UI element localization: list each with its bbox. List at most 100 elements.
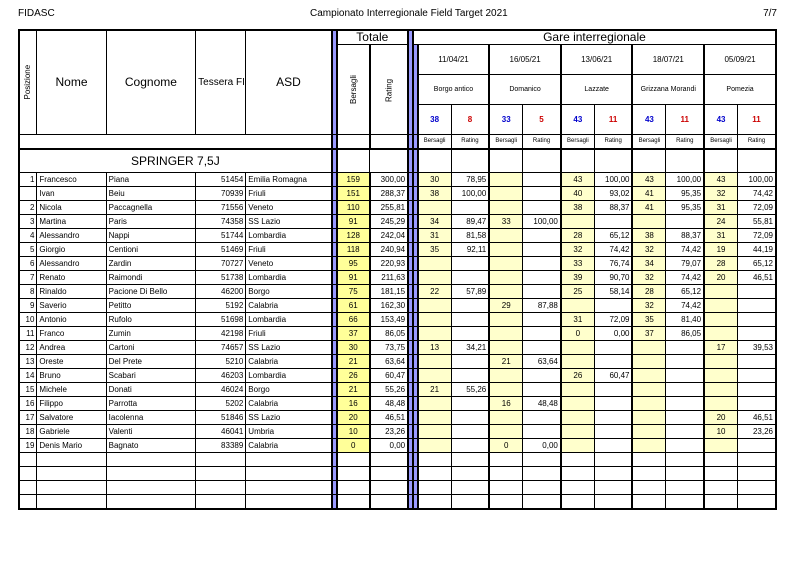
cell-nome: Giorgio xyxy=(37,243,106,257)
cell-asd: Friuli xyxy=(246,243,332,257)
cell-g-b: 43 xyxy=(561,173,594,187)
cell-g-b xyxy=(418,327,451,341)
cell-cognome: Donati xyxy=(106,383,196,397)
cell-g-r: 93,02 xyxy=(594,187,632,201)
cell-g-r: 87,88 xyxy=(523,299,561,313)
cell-g-b: 35 xyxy=(418,243,451,257)
cell-g-r: 74,42 xyxy=(594,243,632,257)
cell-nome: Denis Mario xyxy=(37,439,106,453)
cell-tessera: 5210 xyxy=(196,355,246,369)
cell-asd: Borgo xyxy=(246,285,332,299)
cell-g-b: 34 xyxy=(418,215,451,229)
cell-pos: 15 xyxy=(19,383,37,397)
cell-tot-b: 26 xyxy=(337,369,370,383)
cell-g-r: 74,42 xyxy=(738,187,776,201)
cell-g-b xyxy=(418,201,451,215)
cell-tessera: 74358 xyxy=(196,215,246,229)
event-r: 11 xyxy=(738,105,776,135)
sub-rating: Rating xyxy=(666,135,704,150)
cell-g-b xyxy=(489,201,522,215)
cell-g-r xyxy=(666,439,704,453)
cell-asd: Veneto xyxy=(246,201,332,215)
cell-tot-b: 61 xyxy=(337,299,370,313)
cell-g-r: 74,42 xyxy=(666,299,704,313)
cell-nome: Saverio xyxy=(37,299,106,313)
col-rating: Rating xyxy=(370,45,408,135)
cell-g-r xyxy=(594,355,632,369)
cell-g-r xyxy=(451,257,489,271)
cell-nome: Franco xyxy=(37,327,106,341)
cell-g-r xyxy=(523,201,561,215)
cell-nome: Antonio xyxy=(37,313,106,327)
cell-tot-b: 30 xyxy=(337,341,370,355)
table-row: 11FrancoZumin42198Friuli3786,0500,003786… xyxy=(19,327,776,341)
cell-g-b xyxy=(489,173,522,187)
cell-tessera: 51744 xyxy=(196,229,246,243)
sub-bersagli: Bersagli xyxy=(632,135,665,150)
cell-tot-b: 37 xyxy=(337,327,370,341)
cell-asd: Lombardia xyxy=(246,313,332,327)
cell-cognome: Centioni xyxy=(106,243,196,257)
cell-g-r xyxy=(451,397,489,411)
table-row: 13OresteDel Prete5210Calabria2163,642163… xyxy=(19,355,776,369)
cell-nome: Nicola xyxy=(37,201,106,215)
cell-g-r: 48,48 xyxy=(523,397,561,411)
event-location: Borgo antico xyxy=(418,75,490,105)
cell-g-b: 33 xyxy=(561,257,594,271)
cell-nome: Rinaldo xyxy=(37,285,106,299)
sub-bersagli: Bersagli xyxy=(418,135,451,150)
cell-pos: 16 xyxy=(19,397,37,411)
cell-tot-b: 20 xyxy=(337,411,370,425)
table-row: 4AlessandroNappi51744Lombardia128242,043… xyxy=(19,229,776,243)
cell-g-r xyxy=(523,341,561,355)
cell-tot-b: 110 xyxy=(337,201,370,215)
cell-cognome: Cartoni xyxy=(106,341,196,355)
cell-g-r: 55,81 xyxy=(738,215,776,229)
cell-tot-b: 21 xyxy=(337,355,370,369)
table-row: 8RinaldoPacione Di Bello46200Borgo75181,… xyxy=(19,285,776,299)
cell-nome: Andrea xyxy=(37,341,106,355)
cell-pos: 5 xyxy=(19,243,37,257)
cell-g-r xyxy=(523,187,561,201)
cell-g-r: 44,19 xyxy=(738,243,776,257)
cell-tot-b: 16 xyxy=(337,397,370,411)
sub-bersagli: Bersagli xyxy=(561,135,594,150)
cell-g-b xyxy=(561,411,594,425)
cell-g-b: 32 xyxy=(632,271,665,285)
cell-g-r xyxy=(523,313,561,327)
cell-g-b xyxy=(418,271,451,285)
cell-nome: Francesco xyxy=(37,173,106,187)
cell-g-b: 28 xyxy=(632,285,665,299)
col-asd: ASD xyxy=(246,30,332,135)
cell-g-b xyxy=(489,187,522,201)
cell-g-b xyxy=(561,425,594,439)
cell-g-r xyxy=(594,411,632,425)
cell-g-r xyxy=(451,425,489,439)
cell-pos: 2 xyxy=(19,201,37,215)
event-r: 11 xyxy=(666,105,704,135)
cell-tessera: 83389 xyxy=(196,439,246,453)
cell-tot-r: 211,63 xyxy=(370,271,408,285)
cell-g-r: 81,40 xyxy=(666,313,704,327)
cell-g-b xyxy=(418,355,451,369)
table-row: 9SaverioPetitto5192Calabria61162,302987,… xyxy=(19,299,776,313)
cell-tot-r: 0,00 xyxy=(370,439,408,453)
cell-asd: Borgo xyxy=(246,383,332,397)
cell-g-b: 31 xyxy=(704,229,737,243)
cell-g-r xyxy=(523,327,561,341)
cell-g-b xyxy=(489,425,522,439)
cell-g-b: 20 xyxy=(704,411,737,425)
cell-tessera: 46203 xyxy=(196,369,246,383)
cell-asd: Lombardia xyxy=(246,369,332,383)
cell-g-b xyxy=(561,439,594,453)
cell-cognome: Rufolo xyxy=(106,313,196,327)
cell-tot-r: 73,75 xyxy=(370,341,408,355)
col-cognome: Cognome xyxy=(106,30,196,135)
cell-g-b xyxy=(489,369,522,383)
cell-pos: 7 xyxy=(19,271,37,285)
cell-g-r: 76,74 xyxy=(594,257,632,271)
event-b: 43 xyxy=(632,105,665,135)
cell-tot-b: 91 xyxy=(337,215,370,229)
cell-g-b: 26 xyxy=(561,369,594,383)
cell-g-r xyxy=(451,355,489,369)
